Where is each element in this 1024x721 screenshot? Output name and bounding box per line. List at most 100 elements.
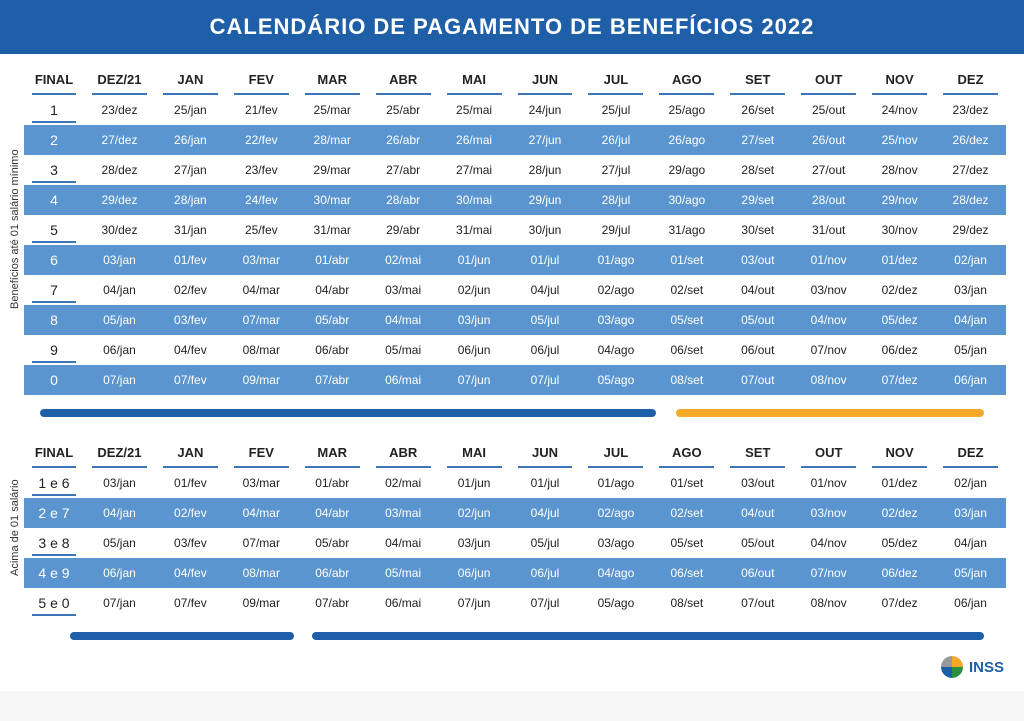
payment-date: 24/fev xyxy=(226,185,297,215)
page-title: CALENDÁRIO DE PAGAMENTO DE BENEFÍCIOS 20… xyxy=(0,0,1024,54)
payment-date: 04/mai xyxy=(368,528,439,558)
payment-date: 04/jul xyxy=(510,275,581,305)
payment-date: 06/set xyxy=(651,335,722,365)
row-final-digit: 2 e 7 xyxy=(24,498,84,528)
row-final-digit: 2 xyxy=(24,125,84,155)
payment-date: 27/set xyxy=(722,125,793,155)
payment-date: 01/ago xyxy=(580,245,651,275)
sep-blue-short xyxy=(70,632,294,640)
table-row: 704/jan02/fev04/mar04/abr03/mai02/jun04/… xyxy=(24,275,1006,305)
payment-date: 25/fev xyxy=(226,215,297,245)
row-final-digit: 0 xyxy=(24,365,84,395)
payment-date: 02/mai xyxy=(368,468,439,498)
section2-table: FINALDEZ/21JANFEVMARABRMAIJUNJULAGOSETOU… xyxy=(24,437,1006,618)
payment-date: 22/fev xyxy=(226,125,297,155)
payment-date: 09/mar xyxy=(226,365,297,395)
payment-date: 27/dez xyxy=(84,125,155,155)
payment-date: 27/abr xyxy=(368,155,439,185)
payment-date: 05/set xyxy=(651,305,722,335)
table-row: 227/dez26/jan22/fev28/mar26/abr26/mai27/… xyxy=(24,125,1006,155)
table-row: 805/jan03/fev07/mar05/abr04/mai03/jun05/… xyxy=(24,305,1006,335)
column-header: SET xyxy=(722,64,793,95)
payment-date: 31/ago xyxy=(651,215,722,245)
payment-date: 25/mar xyxy=(297,95,368,125)
payment-date: 27/jul xyxy=(580,155,651,185)
column-header: AGO xyxy=(651,64,722,95)
column-header: ABR xyxy=(368,64,439,95)
payment-date: 03/jan xyxy=(84,468,155,498)
payment-date: 04/abr xyxy=(297,275,368,305)
payment-date: 06/jun xyxy=(439,335,510,365)
table-row: 3 e 805/jan03/fev07/mar05/abr04/mai03/ju… xyxy=(24,528,1006,558)
payment-date: 06/jan xyxy=(935,365,1006,395)
column-header: MAR xyxy=(297,437,368,468)
payment-date: 26/abr xyxy=(368,125,439,155)
table-row: 1 e 603/jan01/fev03/mar01/abr02/mai01/ju… xyxy=(24,468,1006,498)
column-header: JAN xyxy=(155,64,226,95)
payment-date: 07/nov xyxy=(793,335,864,365)
payment-date: 27/out xyxy=(793,155,864,185)
payment-date: 02/set xyxy=(651,498,722,528)
row-final-digit: 3 xyxy=(24,155,84,185)
payment-date: 05/jan xyxy=(935,558,1006,588)
payment-date: 07/out xyxy=(722,365,793,395)
payment-date: 01/jul xyxy=(510,468,581,498)
column-header: FINAL xyxy=(24,437,84,468)
row-final-digit: 1 xyxy=(24,95,84,125)
payment-date: 08/mar xyxy=(226,335,297,365)
column-header: OUT xyxy=(793,437,864,468)
payment-date: 03/jun xyxy=(439,305,510,335)
payment-date: 05/jan xyxy=(84,305,155,335)
payment-date: 01/dez xyxy=(864,245,935,275)
payment-date: 01/jun xyxy=(439,245,510,275)
payment-date: 30/nov xyxy=(864,215,935,245)
column-header: ABR xyxy=(368,437,439,468)
section1-label: Benefícios até 01 salário mínimo xyxy=(6,64,24,395)
payment-date: 04/nov xyxy=(793,305,864,335)
payment-date: 23/fev xyxy=(226,155,297,185)
payment-date: 05/mai xyxy=(368,558,439,588)
payment-date: 29/mar xyxy=(297,155,368,185)
payment-date: 08/nov xyxy=(793,365,864,395)
payment-date: 07/jan xyxy=(84,588,155,618)
payment-date: 03/mai xyxy=(368,275,439,305)
payment-date: 06/mai xyxy=(368,588,439,618)
payment-date: 29/jun xyxy=(510,185,581,215)
payment-date: 24/jun xyxy=(510,95,581,125)
payment-date: 04/nov xyxy=(793,528,864,558)
payment-date: 26/jan xyxy=(155,125,226,155)
payment-date: 28/jun xyxy=(510,155,581,185)
row-final-digit: 7 xyxy=(24,275,84,305)
payment-date: 01/dez xyxy=(864,468,935,498)
payment-date: 02/jan xyxy=(935,468,1006,498)
payment-date: 04/mar xyxy=(226,498,297,528)
payment-date: 29/ago xyxy=(651,155,722,185)
payment-date: 30/mai xyxy=(439,185,510,215)
payment-date: 06/set xyxy=(651,558,722,588)
payment-date: 29/dez xyxy=(935,215,1006,245)
payment-date: 02/ago xyxy=(580,498,651,528)
payment-date: 01/nov xyxy=(793,245,864,275)
payment-date: 28/out xyxy=(793,185,864,215)
sep-blue-long xyxy=(312,632,984,640)
payment-date: 26/dez xyxy=(935,125,1006,155)
payment-date: 30/jun xyxy=(510,215,581,245)
payment-date: 05/out xyxy=(722,305,793,335)
payment-date: 06/abr xyxy=(297,335,368,365)
column-header: NOV xyxy=(864,64,935,95)
payment-date: 30/set xyxy=(722,215,793,245)
row-final-digit: 5 e 0 xyxy=(24,588,84,618)
bottom-separator xyxy=(0,624,1024,652)
payment-date: 08/mar xyxy=(226,558,297,588)
payment-date: 05/abr xyxy=(297,305,368,335)
payment-date: 06/dez xyxy=(864,558,935,588)
payment-date: 04/jul xyxy=(510,498,581,528)
payment-date: 03/nov xyxy=(793,275,864,305)
section1-wrap: Benefícios até 01 salário mínimo FINALDE… xyxy=(0,54,1024,401)
payment-date: 03/mar xyxy=(226,468,297,498)
inss-text: INSS xyxy=(969,659,1004,676)
payment-date: 25/jan xyxy=(155,95,226,125)
payment-date: 01/set xyxy=(651,245,722,275)
payment-date: 29/abr xyxy=(368,215,439,245)
payment-date: 05/mai xyxy=(368,335,439,365)
